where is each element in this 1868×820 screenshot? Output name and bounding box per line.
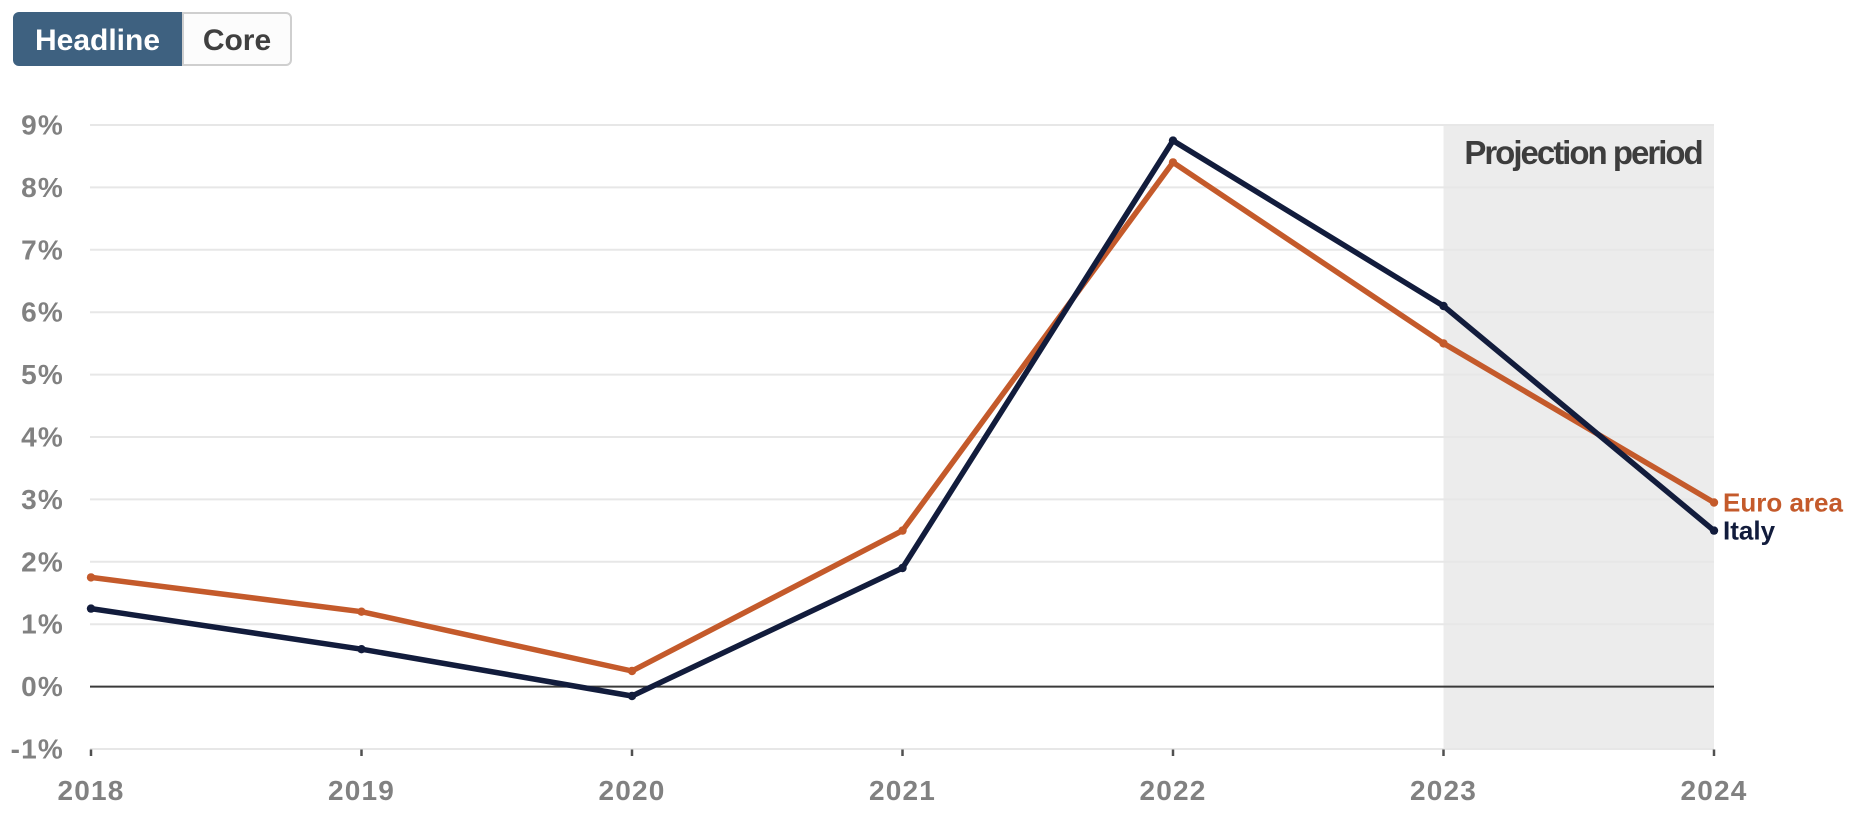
svg-text:-1%: -1% <box>11 734 64 765</box>
svg-text:2%: 2% <box>21 546 64 577</box>
svg-text:9%: 9% <box>21 110 64 141</box>
svg-text:4%: 4% <box>21 422 64 453</box>
svg-text:Projection period: Projection period <box>1464 134 1701 171</box>
svg-text:2023: 2023 <box>1410 775 1477 806</box>
svg-text:7%: 7% <box>21 234 64 265</box>
svg-text:0%: 0% <box>21 671 64 702</box>
svg-text:2022: 2022 <box>1139 775 1206 806</box>
svg-text:3%: 3% <box>21 484 64 515</box>
svg-text:2024: 2024 <box>1680 775 1747 806</box>
svg-text:Italy: Italy <box>1723 516 1776 546</box>
svg-text:5%: 5% <box>21 359 64 390</box>
svg-text:Euro area: Euro area <box>1723 488 1843 518</box>
svg-text:6%: 6% <box>21 297 64 328</box>
svg-text:1%: 1% <box>21 609 64 640</box>
svg-text:2019: 2019 <box>328 775 395 806</box>
svg-text:8%: 8% <box>21 172 64 203</box>
svg-text:2020: 2020 <box>598 775 665 806</box>
svg-text:2021: 2021 <box>869 775 936 806</box>
svg-text:2018: 2018 <box>57 775 124 806</box>
